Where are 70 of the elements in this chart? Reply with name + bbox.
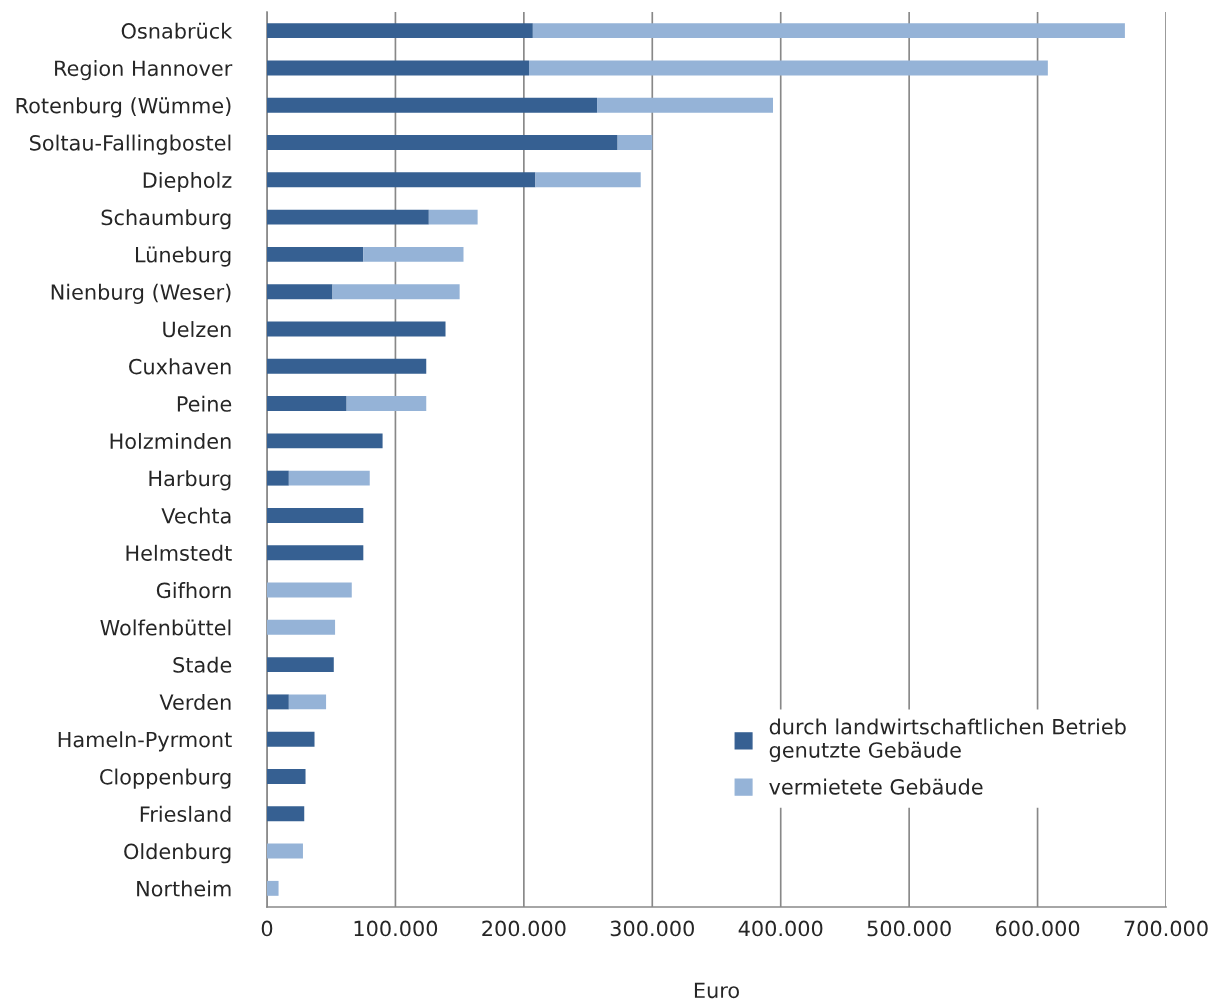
bar bbox=[346, 396, 427, 412]
bar bbox=[288, 694, 327, 710]
x-tick-label: 700.000 bbox=[1124, 920, 1208, 937]
y-tick-label: Stade bbox=[173, 656, 232, 673]
bar bbox=[267, 433, 383, 449]
y-tick-label: Diepholz bbox=[143, 171, 232, 193]
y-tick-label: Soltau-Fallingbostel bbox=[30, 134, 231, 155]
y-tick-label: Gifhorn bbox=[156, 582, 231, 599]
bar bbox=[267, 657, 334, 673]
y-tick-label: Cloppenburg bbox=[100, 768, 231, 789]
x-tick-label: 400.000 bbox=[738, 920, 823, 937]
bar bbox=[617, 135, 653, 150]
bar bbox=[267, 806, 305, 822]
bar bbox=[267, 23, 533, 39]
bar bbox=[267, 507, 364, 523]
y-tick-label: Harburg bbox=[149, 470, 231, 491]
x-tick-label: 200.000 bbox=[482, 920, 566, 937]
bar bbox=[267, 246, 364, 262]
bar bbox=[267, 582, 352, 598]
y-tick-label: Friesland bbox=[140, 805, 231, 822]
y-tick-label: Cuxhaven bbox=[129, 358, 231, 375]
y-tick-label: Region Hannover bbox=[55, 60, 233, 81]
bar bbox=[267, 135, 618, 150]
y-tick-label: Vechta bbox=[161, 507, 231, 524]
y-tick-label: Verden bbox=[159, 693, 231, 711]
y-tick-label: Uelzen bbox=[163, 321, 231, 338]
bar bbox=[267, 769, 306, 784]
bar bbox=[267, 880, 279, 896]
x-tick-label: 100.000 bbox=[354, 920, 438, 937]
bar bbox=[267, 731, 315, 747]
bar bbox=[267, 97, 598, 113]
bar bbox=[332, 284, 460, 300]
bar bbox=[267, 694, 289, 710]
y-tick-label: Hameln-Pyrmont bbox=[58, 731, 232, 752]
x-axis-title: Euro bbox=[694, 982, 739, 999]
bar bbox=[535, 172, 641, 188]
x-tick-label: 300.000 bbox=[610, 920, 694, 937]
y-tick-label: Lüneburg bbox=[136, 246, 231, 267]
y-tick-label: Nienburg (Weser) bbox=[51, 283, 231, 304]
bar bbox=[363, 246, 464, 262]
y-tick-label: Wolfenbüttel bbox=[100, 619, 231, 636]
x-tick-label: 0 bbox=[261, 920, 273, 937]
bar bbox=[267, 209, 429, 225]
bar bbox=[267, 284, 333, 300]
bar bbox=[267, 321, 446, 337]
bar bbox=[597, 97, 774, 113]
bar bbox=[267, 545, 364, 561]
x-tick-label: 500.000 bbox=[867, 920, 951, 937]
bar bbox=[267, 619, 336, 635]
bar bbox=[267, 396, 347, 412]
y-tick-label: Holzminden bbox=[110, 432, 231, 450]
legend-label: vermietete Gebäude bbox=[769, 778, 983, 795]
y-tick-label: Schaumburg bbox=[101, 209, 231, 230]
y-tick-label: Oldenburg bbox=[124, 843, 231, 864]
bar bbox=[267, 470, 289, 486]
bar bbox=[532, 23, 1125, 39]
bar bbox=[428, 209, 478, 225]
bar bbox=[528, 60, 1048, 76]
y-tick-label: Osnabrück bbox=[121, 22, 233, 39]
y-tick-label: Rotenburg (Wümme) bbox=[16, 97, 231, 118]
y-tick-label: Peine bbox=[177, 395, 232, 412]
bar bbox=[288, 470, 370, 486]
x-tick-label: 600.000 bbox=[995, 920, 1080, 937]
bar bbox=[267, 60, 529, 76]
bar bbox=[267, 358, 427, 374]
y-tick-label: Northeim bbox=[137, 880, 231, 897]
legend-label: durch landwirtschaftlichen Betrieb genutzte Gebäude bbox=[769, 718, 1126, 762]
bar bbox=[267, 843, 303, 859]
y-tick-label: Helmstedt bbox=[126, 544, 232, 561]
bar bbox=[267, 172, 536, 188]
